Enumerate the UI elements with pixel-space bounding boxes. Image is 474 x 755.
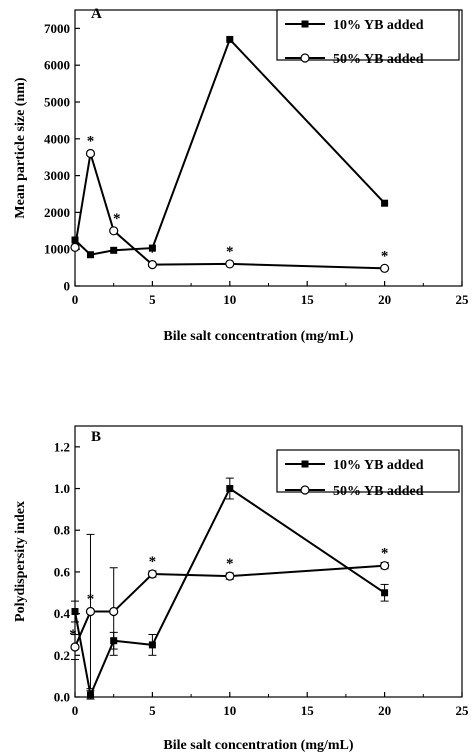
y-tick-label: 6000 <box>44 58 70 73</box>
significance-star: * <box>226 556 234 572</box>
significance-star: * <box>381 546 389 562</box>
significance-star: * <box>87 592 95 608</box>
data-point <box>226 485 234 493</box>
series-line <box>74 564 385 648</box>
y-tick-label: 0.4 <box>54 606 71 621</box>
significance-star: * <box>87 134 95 150</box>
data-point <box>109 606 119 617</box>
x-tick-label: 20 <box>378 703 391 718</box>
data-point <box>380 561 390 571</box>
x-tick-label: 20 <box>378 292 391 307</box>
x-tick-label: 5 <box>149 703 156 718</box>
chart-panel-a: 0 5 10 15 20 25 0 1000 2000 3000 4000 5000 6000 7000 B… <box>13 6 469 344</box>
legend-marker <box>300 485 310 495</box>
data-point <box>225 259 235 269</box>
significance-star: * <box>149 554 157 570</box>
x-tick-label: 25 <box>456 703 470 718</box>
data-point <box>71 608 79 616</box>
y-tick-label: 4000 <box>44 131 70 146</box>
data-point <box>70 242 80 252</box>
data-point <box>110 246 118 254</box>
x-tick-label: 10 <box>223 292 236 307</box>
panel-label: B <box>91 429 101 445</box>
y-tick-label: 1000 <box>44 242 70 257</box>
y-tick-label: 0 <box>64 279 71 294</box>
x-tick-label: 0 <box>72 703 79 718</box>
data-point <box>86 691 94 699</box>
data-point <box>85 148 96 159</box>
legend-label: 50% YB added <box>333 52 424 67</box>
legend: 10% YB added 50% YB added <box>276 9 460 67</box>
x-tick-label: 25 <box>456 292 470 307</box>
data-point <box>380 263 390 273</box>
y-tick-label: 3000 <box>44 168 70 183</box>
x-tick-label: 15 <box>301 292 315 307</box>
y-tick-label: 0.2 <box>54 648 70 663</box>
data-point <box>381 589 389 597</box>
y-tick-label: 5000 <box>44 95 70 110</box>
data-point <box>147 569 157 579</box>
legend-label: 10% YB added <box>333 458 424 473</box>
series-ten-percent <box>71 477 389 700</box>
data-point <box>71 236 79 244</box>
data-point <box>226 35 234 43</box>
chart-panel-b: 0 5 10 15 20 25 0.0 0.2 0.4 0.6 0.8 1.0 1.2 Bile salt… <box>13 425 470 753</box>
series-line <box>74 37 386 256</box>
data-point <box>70 642 80 652</box>
data-point <box>85 606 96 617</box>
y-axis-label: Mean particle size (nm) <box>13 77 28 218</box>
y-tick-label: 1.2 <box>54 439 70 454</box>
y-tick-label: 7000 <box>44 21 70 36</box>
data-point <box>148 244 156 252</box>
series-fifty-percent <box>70 148 390 273</box>
legend-marker <box>300 53 310 63</box>
data-point <box>147 260 157 270</box>
y-tick-label: 0.6 <box>54 564 71 579</box>
legend-marker <box>301 20 309 28</box>
series-line <box>74 487 386 699</box>
legend-box <box>276 449 460 493</box>
significance-star: * <box>69 627 77 643</box>
x-tick-label: 10 <box>223 703 236 718</box>
significance-star: * <box>381 248 389 264</box>
x-tick-label: 5 <box>149 292 156 307</box>
legend: 10% YB added 50% YB added <box>276 449 460 499</box>
x-axis-label: Bile salt concentration (mg/mL) <box>163 329 353 344</box>
series-ten-percent <box>71 35 389 259</box>
data-point <box>109 226 119 236</box>
significance-star: * <box>113 211 121 227</box>
y-tick-label: 0.0 <box>54 690 70 705</box>
data-point <box>225 571 235 581</box>
series-fifty-percent <box>70 533 390 690</box>
significance-star: * <box>149 245 157 261</box>
panel-label: A <box>91 6 102 22</box>
legend-box <box>276 9 460 61</box>
y-tick-label: 0.8 <box>54 523 71 538</box>
x-tick-label: 15 <box>301 703 315 718</box>
y-tick-label: 1.0 <box>54 481 70 496</box>
series-line <box>74 153 385 270</box>
data-point <box>381 199 389 207</box>
legend-marker <box>301 460 309 468</box>
legend-label: 10% YB added <box>333 18 424 33</box>
x-axis-label: Bile salt concentration (mg/mL) <box>163 738 353 753</box>
data-point <box>148 641 156 649</box>
data-point <box>86 251 94 259</box>
significance-star: * <box>226 244 234 260</box>
legend-label: 50% YB added <box>333 484 424 499</box>
x-tick-label: 0 <box>72 292 79 307</box>
y-tick-label: 2000 <box>44 205 70 220</box>
y-axis-label: Polydispersity index <box>13 501 28 622</box>
